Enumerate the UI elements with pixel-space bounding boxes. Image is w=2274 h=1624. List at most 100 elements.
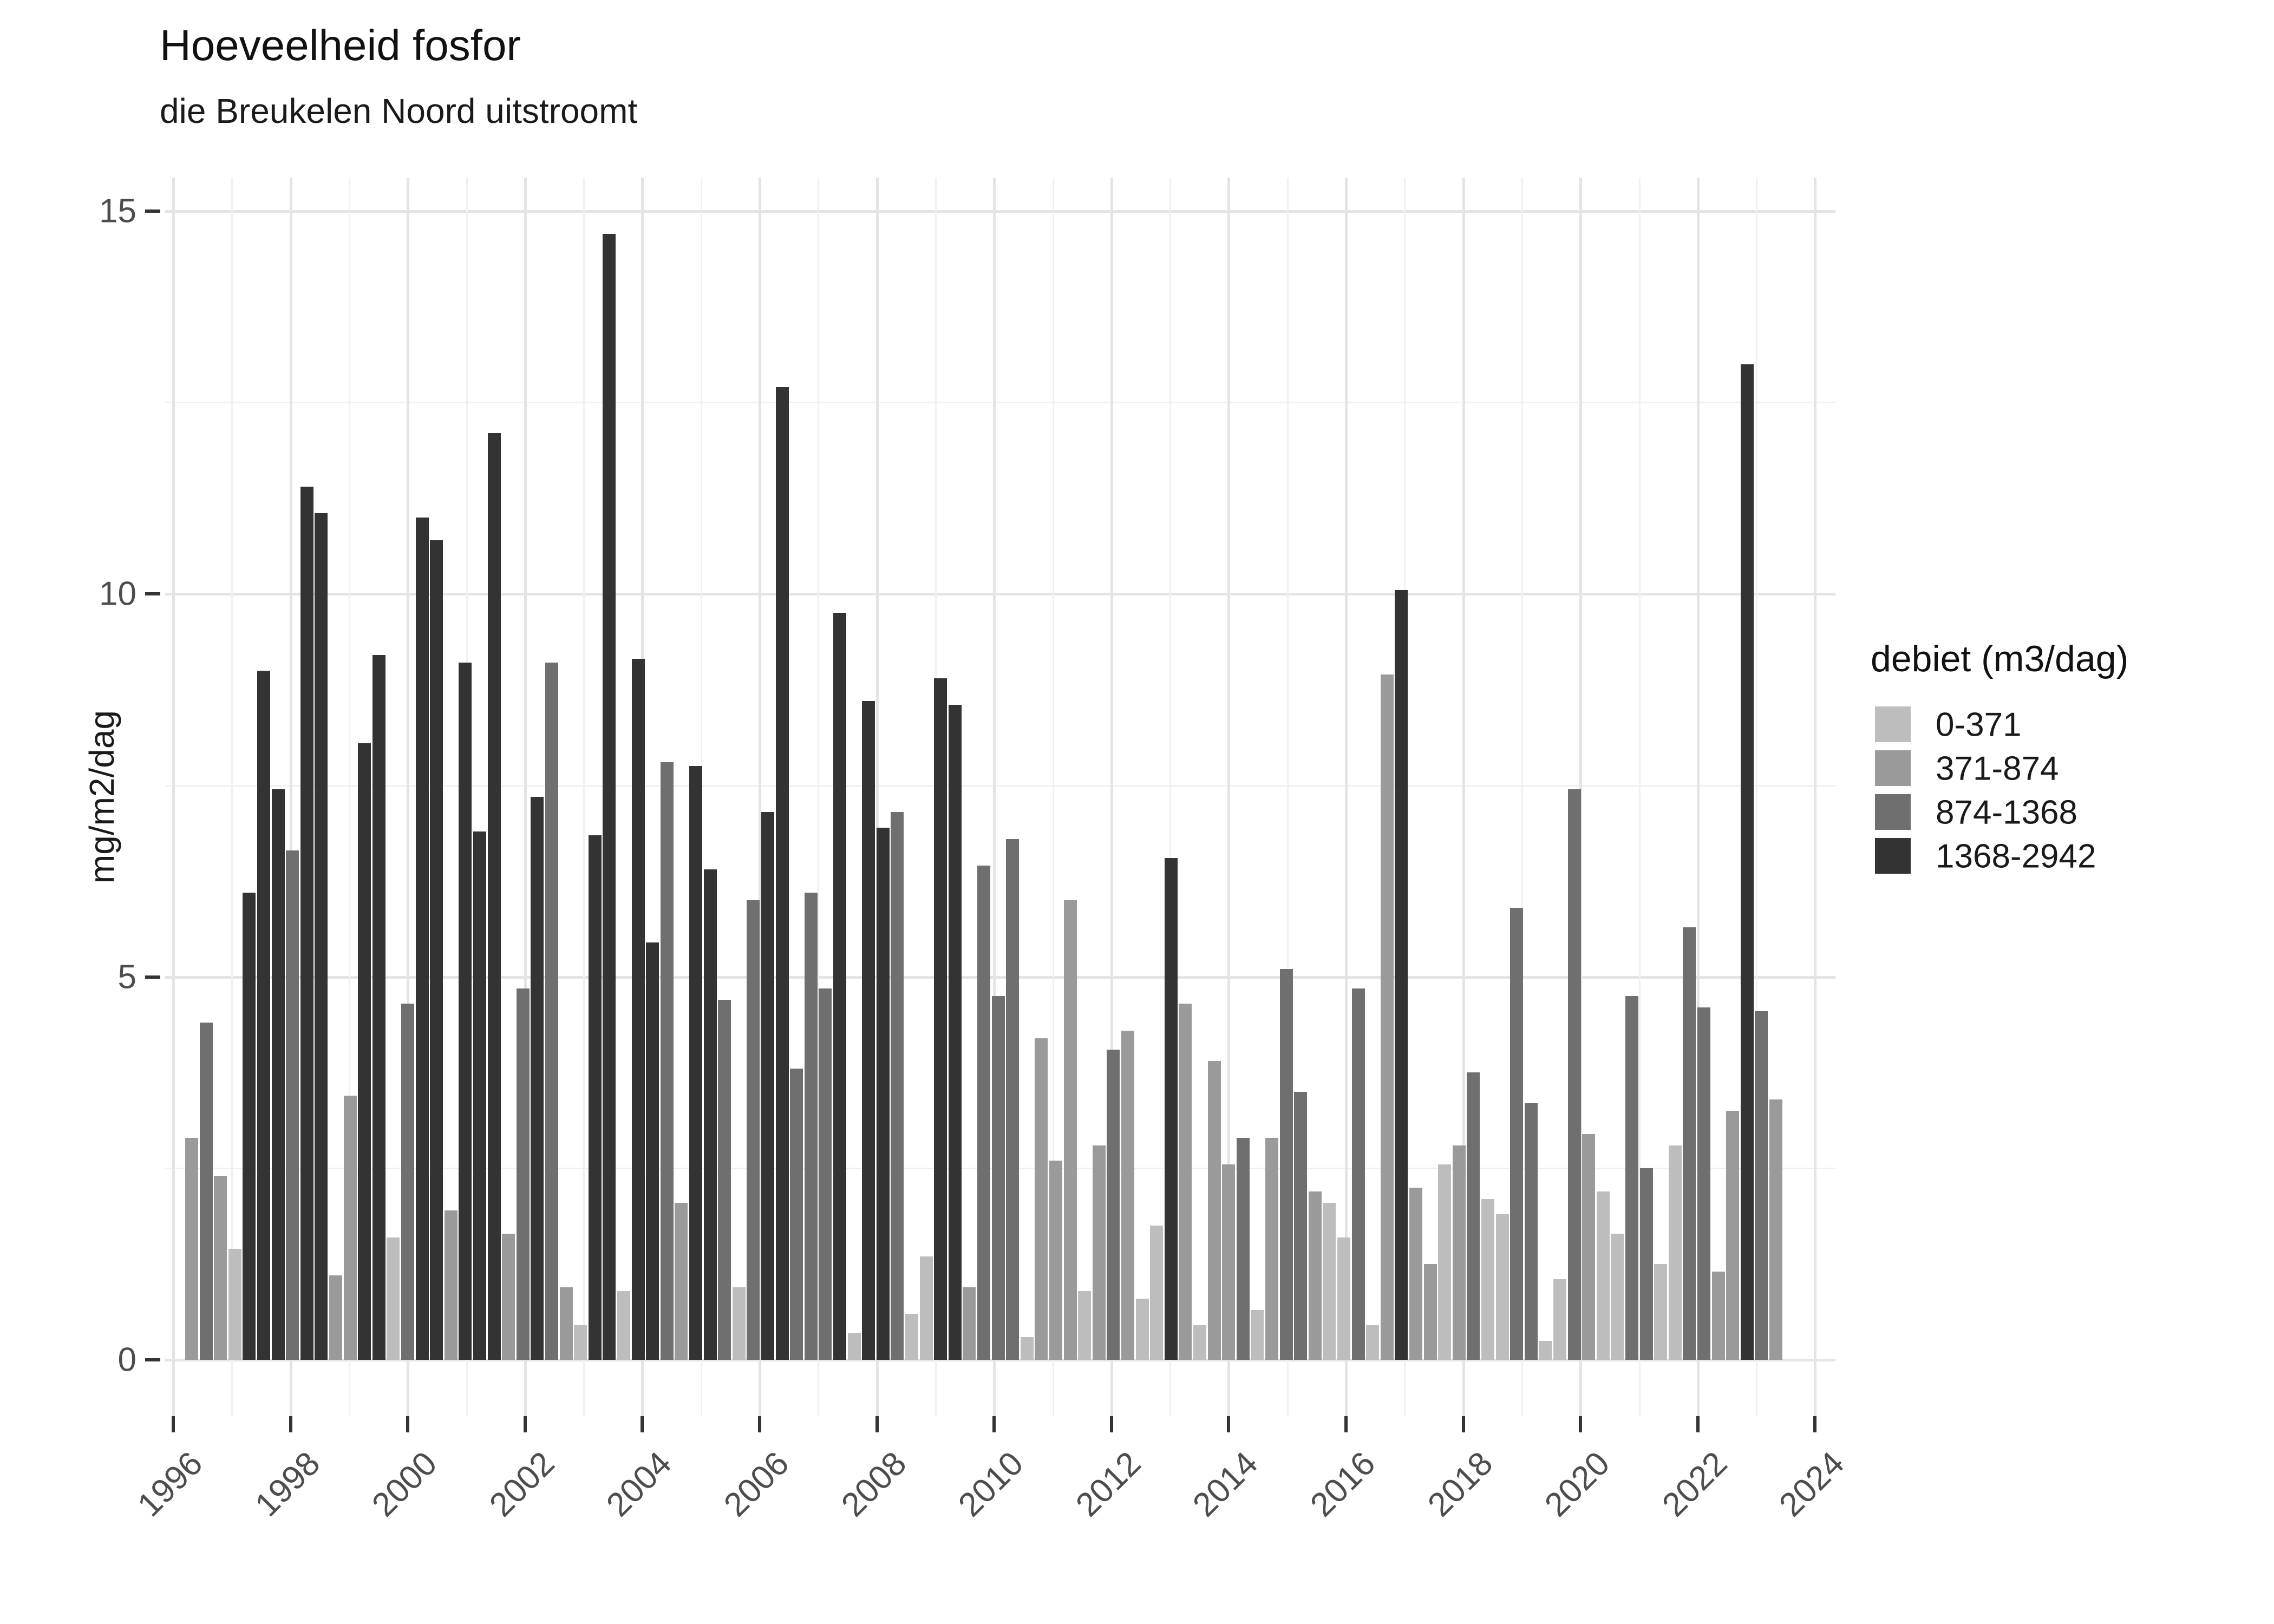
gridline-vertical-minor bbox=[348, 178, 350, 1416]
legend-item-label: 874-1368 bbox=[1936, 794, 2078, 831]
bar-2021Q1 bbox=[1625, 996, 1638, 1360]
x-tick-mark bbox=[523, 1416, 527, 1432]
bar-2012Q2 bbox=[1121, 1030, 1134, 1360]
gridline-vertical-major bbox=[759, 178, 761, 1416]
bar-2021Q4 bbox=[1668, 1145, 1682, 1360]
bar-2009Q4 bbox=[977, 866, 990, 1360]
gridline-vertical-minor bbox=[1638, 178, 1641, 1416]
gridline-horizontal-major bbox=[165, 1359, 1835, 1361]
chart-subtitle: die Breukelen Noord uitstroomt bbox=[160, 91, 638, 130]
bar-2000Q1 bbox=[415, 517, 429, 1360]
bar-2013Q1 bbox=[1164, 858, 1178, 1360]
bar-2013Q3 bbox=[1193, 1325, 1206, 1360]
gridline-vertical-minor bbox=[1521, 178, 1523, 1416]
bar-2003Q1 bbox=[588, 835, 602, 1360]
bar-2019Q2 bbox=[1524, 1103, 1538, 1360]
legend-item-0-371: 0-371 bbox=[1871, 703, 2128, 746]
gridline-vertical-minor bbox=[1756, 178, 1758, 1416]
x-tick-label: 2012 bbox=[1068, 1444, 1148, 1524]
bar-2002Q4 bbox=[574, 1325, 587, 1360]
y-tick-label: 5 bbox=[117, 958, 136, 996]
gridline-vertical-major bbox=[1227, 178, 1231, 1416]
bar-2008Q4 bbox=[919, 1256, 933, 1360]
bar-2005Q2 bbox=[718, 999, 731, 1360]
bar-2016Q2 bbox=[1351, 988, 1365, 1360]
legend-swatch bbox=[1875, 794, 1911, 830]
bar-2008Q1 bbox=[876, 827, 890, 1360]
bar-1996Q2 bbox=[199, 1023, 213, 1360]
legend-item-874-1368: 874-1368 bbox=[1871, 790, 2128, 834]
bar-2008Q2 bbox=[891, 812, 904, 1360]
y-tick-mark bbox=[145, 1358, 160, 1361]
chart-title: Hoeveelheid fosfor bbox=[160, 21, 521, 69]
bar-2015Q1 bbox=[1279, 969, 1293, 1360]
bar-2016Q4 bbox=[1380, 674, 1394, 1360]
y-tick-label: 10 bbox=[99, 575, 136, 613]
x-tick-mark bbox=[1813, 1416, 1817, 1432]
bar-2016Q3 bbox=[1366, 1325, 1380, 1360]
bar-1997Q4 bbox=[286, 850, 299, 1360]
bar-2023Q2 bbox=[1755, 1011, 1768, 1360]
bar-2016Q1 bbox=[1337, 1237, 1350, 1360]
gridline-horizontal-minor bbox=[165, 402, 1835, 404]
y-tick-mark bbox=[145, 209, 160, 213]
bar-2014Q3 bbox=[1251, 1310, 1264, 1360]
x-tick-mark bbox=[1227, 1416, 1231, 1432]
x-tick-mark bbox=[406, 1416, 410, 1432]
bar-2019Q3 bbox=[1539, 1340, 1552, 1360]
bar-2022Q2 bbox=[1697, 1007, 1710, 1360]
bar-2012Q3 bbox=[1135, 1298, 1149, 1360]
x-tick-label: 2016 bbox=[1303, 1444, 1383, 1524]
gridline-vertical-minor bbox=[1286, 178, 1289, 1416]
x-tick-mark bbox=[289, 1416, 292, 1432]
bar-1996Q3 bbox=[214, 1176, 227, 1360]
x-tick-mark bbox=[1461, 1416, 1465, 1432]
bar-2020Q4 bbox=[1611, 1233, 1624, 1360]
legend-title: debiet (m3/dag) bbox=[1871, 638, 2129, 679]
bar-2022Q1 bbox=[1683, 927, 1696, 1360]
legend-item-label: 0-371 bbox=[1936, 706, 2022, 743]
gridline-vertical-major bbox=[1579, 178, 1583, 1416]
gridline-vertical-major bbox=[172, 178, 175, 1416]
bar-2022Q4 bbox=[1726, 1111, 1740, 1360]
bar-2000Q4 bbox=[459, 663, 472, 1360]
bar-2021Q2 bbox=[1639, 1168, 1653, 1360]
bar-1998Q2 bbox=[315, 513, 328, 1360]
y-tick-mark bbox=[145, 592, 160, 595]
bar-2005Q3 bbox=[732, 1287, 746, 1360]
x-tick-mark bbox=[992, 1416, 996, 1432]
gridline-horizontal-major bbox=[165, 975, 1835, 979]
bar-1998Q1 bbox=[300, 486, 313, 1360]
bar-2009Q3 bbox=[963, 1287, 976, 1360]
legend-item-1368-2942: 1368-2942 bbox=[1871, 834, 2128, 878]
x-tick-label: 2010 bbox=[951, 1444, 1031, 1524]
bar-2006Q2 bbox=[775, 387, 789, 1360]
bar-2011Q1 bbox=[1049, 1161, 1062, 1360]
bar-2006Q3 bbox=[790, 1069, 803, 1360]
y-tick-label: 0 bbox=[117, 1341, 136, 1379]
gridline-horizontal-minor bbox=[165, 784, 1835, 787]
gridline-vertical-major bbox=[1110, 178, 1113, 1416]
bar-2001Q1 bbox=[473, 831, 486, 1360]
bar-2000Q2 bbox=[430, 540, 443, 1360]
bar-2019Q4 bbox=[1553, 1279, 1566, 1360]
bar-2003Q3 bbox=[617, 1291, 630, 1360]
x-tick-label: 2000 bbox=[365, 1444, 445, 1524]
bar-2006Q1 bbox=[761, 812, 774, 1360]
legend: debiet (m3/dag) 0-371 371-874 874-1368 1368… bbox=[1871, 638, 2128, 878]
bar-2007Q3 bbox=[847, 1333, 861, 1360]
x-tick-label: 2024 bbox=[1772, 1444, 1852, 1524]
bar-2000Q3 bbox=[444, 1210, 458, 1360]
gridline-horizontal-major bbox=[165, 209, 1835, 213]
x-tick-label: 2002 bbox=[482, 1444, 562, 1524]
bar-2002Q2 bbox=[545, 663, 558, 1360]
bar-2015Q4 bbox=[1323, 1202, 1336, 1360]
bar-2005Q1 bbox=[703, 869, 717, 1360]
legend-swatch bbox=[1875, 706, 1911, 742]
bar-1997Q2 bbox=[257, 670, 270, 1360]
bar-2009Q2 bbox=[948, 705, 962, 1360]
gridline-vertical-major bbox=[524, 178, 527, 1416]
bar-2007Q2 bbox=[833, 613, 846, 1360]
bar-2003Q2 bbox=[603, 233, 616, 1360]
bar-2018Q1 bbox=[1452, 1145, 1466, 1360]
